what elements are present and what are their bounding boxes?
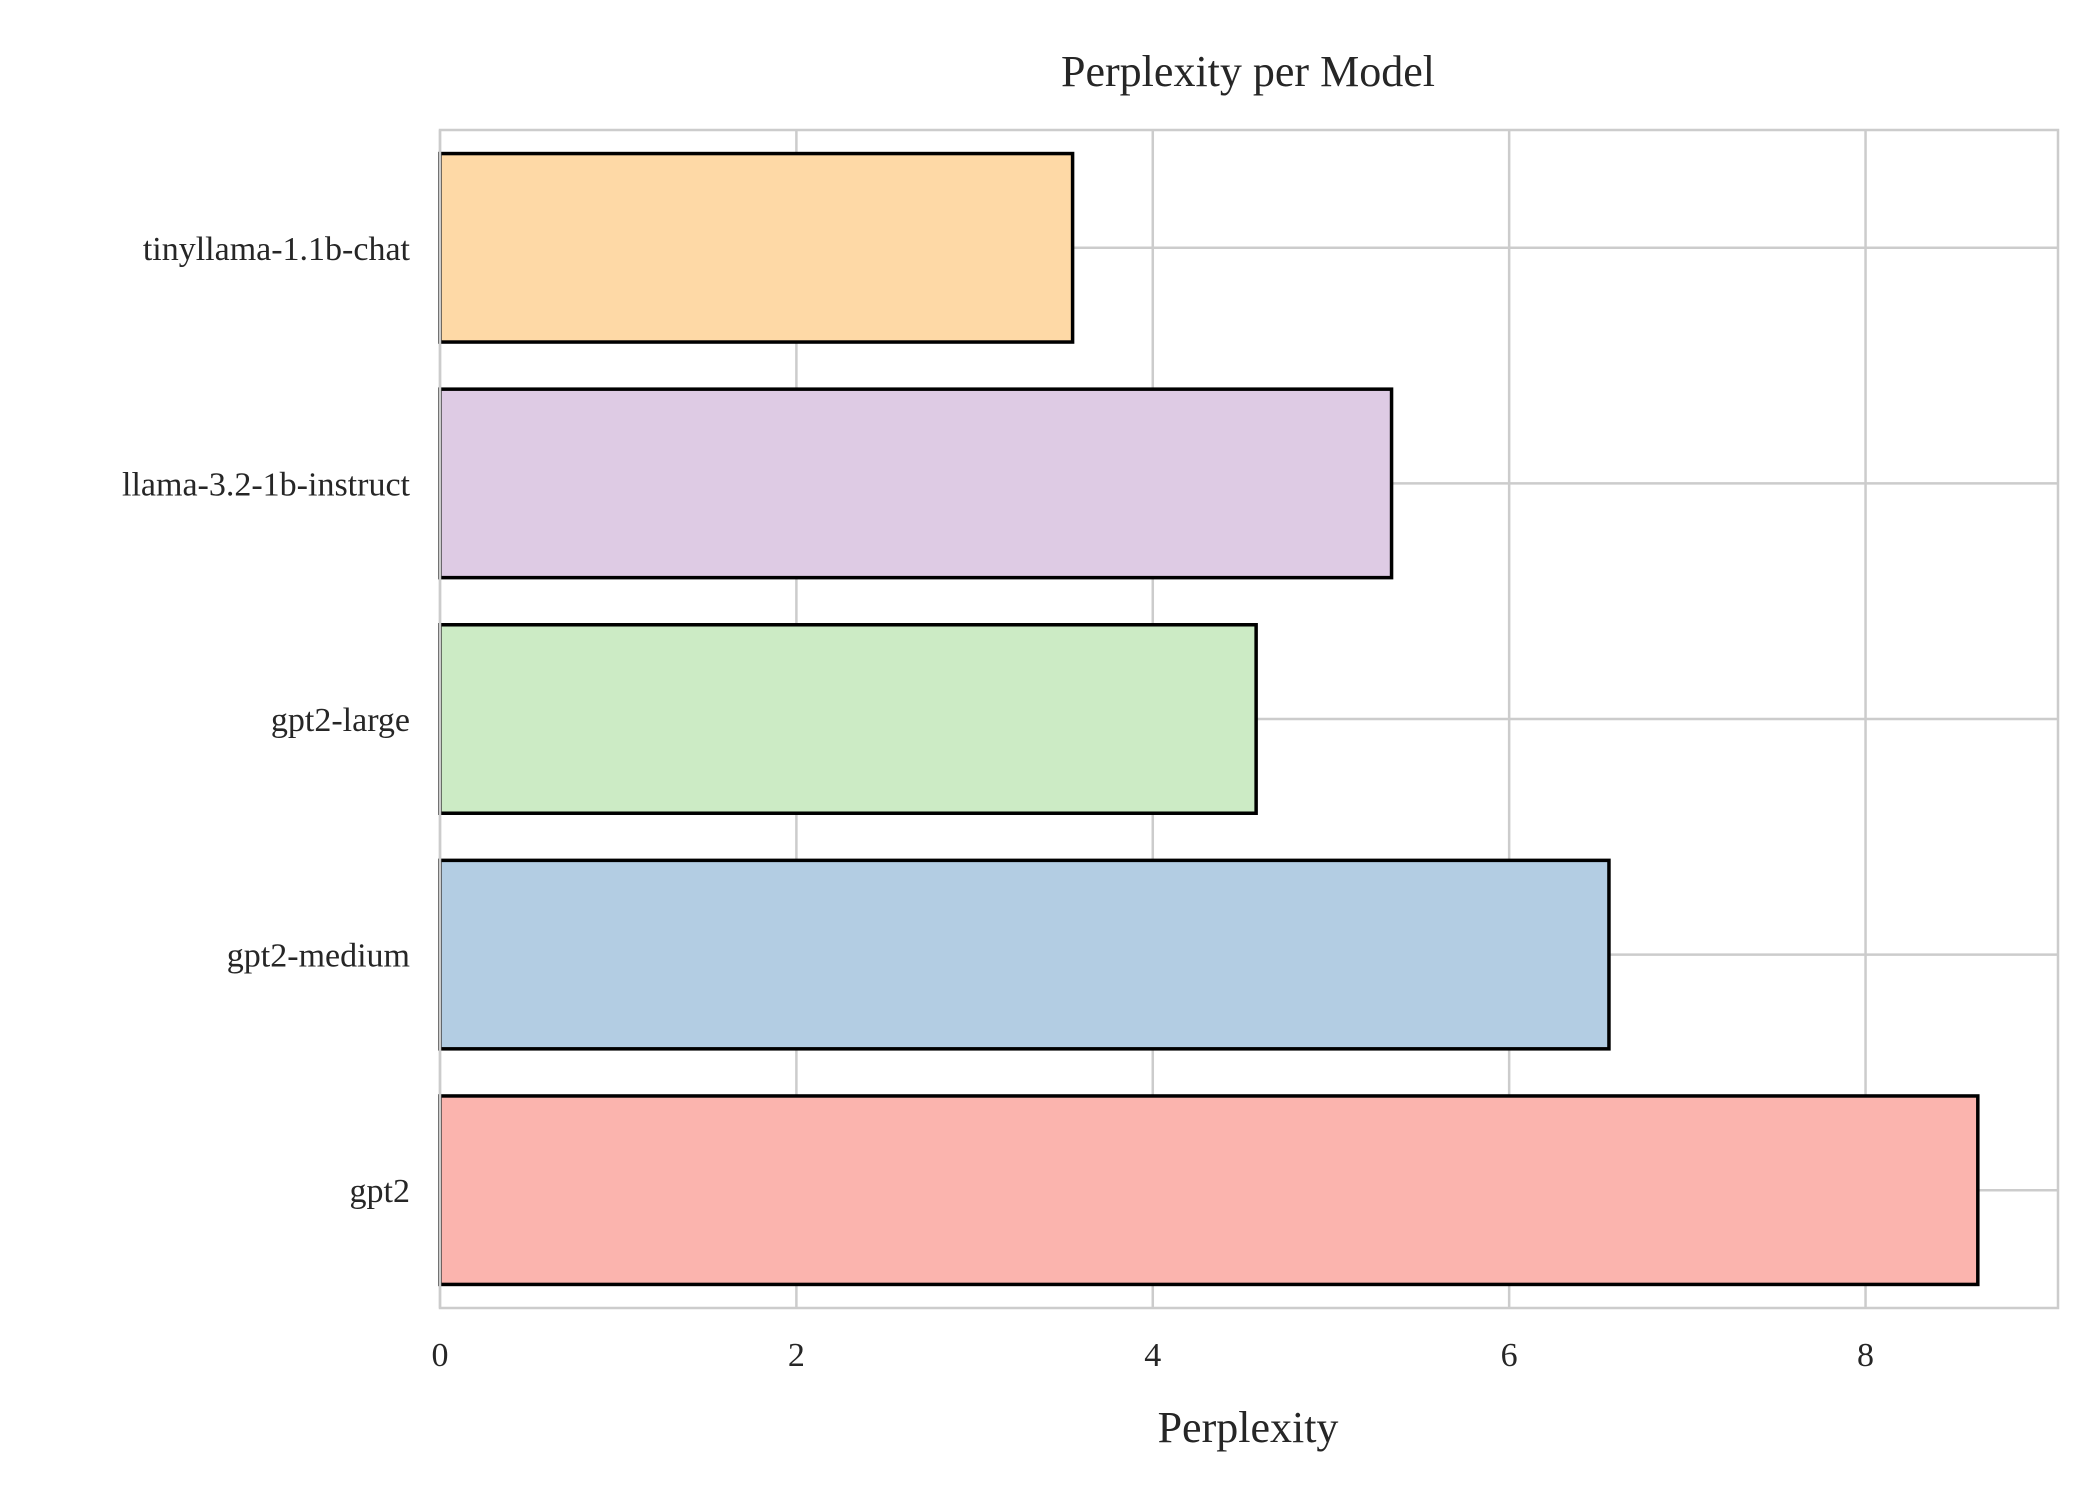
y-tick-label-tinyllama-1.1b-chat: tinyllama-1.1b-chat [143,231,411,268]
bar-gpt2-large [438,623,1258,815]
x-axis-label: Perplexity [1158,1403,1339,1452]
x-tick-label-2: 2 [788,1337,805,1374]
y-tick-label-gpt2: gpt2 [350,1173,410,1210]
bars [438,151,1980,1287]
chart-title: Perplexity per Model [1061,47,1435,96]
bar-gpt2 [438,1094,1980,1287]
x-tick-label-8: 8 [1857,1337,1874,1374]
bar-llama-3.2-1b-instruct [438,387,1394,580]
bar-gpt2-medium [438,858,1611,1051]
x-tick-labels: 0 2 4 6 8 [432,1337,1875,1374]
x-tick-label-4: 4 [1144,1337,1161,1374]
y-tick-labels: gpt2 gpt2-medium gpt2-large llama-3.2-1b-in… [122,231,411,1210]
x-tick-label-6: 6 [1501,1337,1518,1374]
y-tick-label-llama-3.2-1b-instruct: llama-3.2-1b-instruct [122,466,411,503]
plot-frame [438,128,2060,1310]
y-tick-label-gpt2-large: gpt2-large [271,702,410,739]
x-tick-label-0: 0 [432,1337,449,1374]
y-tick-label-gpt2-medium: gpt2-medium [227,938,410,975]
bar-tinyllama-1.1b-chat [438,151,1075,344]
